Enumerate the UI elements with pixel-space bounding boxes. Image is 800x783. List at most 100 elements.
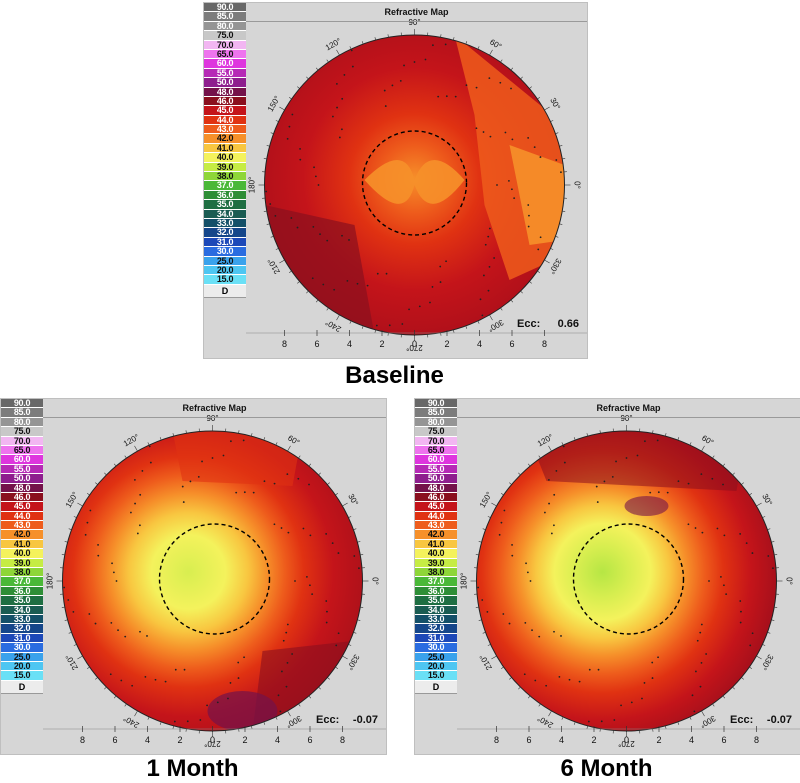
legend-swatch: 15.0 xyxy=(1,670,43,681)
measurement-point xyxy=(553,524,555,527)
measurement-point xyxy=(314,175,317,178)
angle-label: 0° xyxy=(784,577,793,585)
angle-label: 90° xyxy=(408,18,420,27)
degree-tick xyxy=(297,281,300,284)
angle-label: 330° xyxy=(547,257,563,276)
angle-label: 30° xyxy=(346,492,360,507)
legend-swatch: 90.0 xyxy=(1,399,43,409)
measurement-point xyxy=(403,64,405,67)
measurement-point xyxy=(229,682,232,684)
legend-swatch: 20.0 xyxy=(415,661,457,672)
measurement-point xyxy=(331,542,334,545)
degree-tick xyxy=(767,632,771,634)
degree-tick xyxy=(762,516,766,518)
degree-tick xyxy=(64,541,68,543)
degree-tick xyxy=(326,307,329,311)
angle-label: 120° xyxy=(536,432,555,448)
measurement-point xyxy=(227,697,229,700)
measurement-point xyxy=(335,644,338,647)
legend-swatch: 43.0 xyxy=(415,520,457,531)
measurement-point xyxy=(110,622,113,624)
angle-label: 240° xyxy=(536,714,555,730)
degree-tick xyxy=(86,666,90,670)
measurement-point xyxy=(701,531,704,534)
degree-tick xyxy=(573,721,576,725)
measurement-point xyxy=(337,632,340,635)
measurement-point xyxy=(739,621,742,624)
measurement-point xyxy=(280,670,283,673)
legend-swatch: 70.0 xyxy=(415,436,457,446)
measurement-point xyxy=(481,314,484,317)
measurement-point xyxy=(130,511,132,514)
measurement-point xyxy=(555,470,558,472)
degree-tick xyxy=(482,632,486,634)
map-title: Refractive Map xyxy=(457,399,800,418)
degree-tick xyxy=(465,325,468,329)
axis-tick-label: 2 xyxy=(656,735,661,745)
degree-tick xyxy=(518,686,521,690)
degree-tick xyxy=(326,59,329,63)
measurement-point xyxy=(311,593,314,596)
measurement-point xyxy=(544,511,546,514)
measurement-point xyxy=(488,77,491,80)
degree-tick xyxy=(298,703,301,707)
color-scale-legend: 90.0 85.0 80.0 75.0 70.0 65.0 60.0 55.0 50.0 48.0… xyxy=(204,3,246,298)
axis-tick-label: 6 xyxy=(509,339,514,349)
axis-tick-label: 2 xyxy=(242,735,247,745)
degree-tick xyxy=(73,516,77,518)
measurement-point xyxy=(299,148,301,150)
degree-tick xyxy=(465,41,468,45)
degree-tick xyxy=(73,644,77,646)
measurement-point xyxy=(351,65,354,68)
measurement-point xyxy=(154,678,157,681)
measurement-point xyxy=(528,214,530,217)
degree-tick xyxy=(298,455,301,459)
degree-tick xyxy=(561,716,564,720)
degree-tick xyxy=(701,710,705,717)
measurement-point xyxy=(613,719,616,721)
degree-tick xyxy=(722,695,726,699)
measurement-point xyxy=(356,282,359,285)
degree-tick xyxy=(440,34,442,38)
legend-swatch: 90.0 xyxy=(204,3,246,13)
measurement-point xyxy=(560,635,562,637)
measurement-point xyxy=(134,502,136,505)
measurement-point xyxy=(274,214,277,217)
measurement-point xyxy=(510,87,512,90)
measurement-point xyxy=(511,554,514,557)
legend-swatch: 38.0 xyxy=(415,567,457,578)
measurement-point xyxy=(694,670,697,673)
axis-tick-label: 2 xyxy=(591,735,596,745)
measurement-point xyxy=(751,552,754,554)
ecc-value: -0.07 xyxy=(767,714,792,726)
measurement-point xyxy=(482,131,485,133)
measurement-point xyxy=(620,704,622,707)
measurement-point xyxy=(311,277,314,280)
measurement-point xyxy=(325,600,328,602)
degree-tick xyxy=(520,290,523,294)
flat-zone xyxy=(509,145,565,245)
legend-swatch: 25.0 xyxy=(204,256,246,266)
measurement-point xyxy=(641,697,643,700)
angle-label: 330° xyxy=(345,653,361,672)
measurement-point xyxy=(326,239,329,242)
measurement-point xyxy=(287,531,290,534)
measurement-point xyxy=(699,631,702,634)
measurement-points xyxy=(477,439,774,723)
degree-tick xyxy=(741,482,744,485)
caption-baseline: Baseline xyxy=(345,362,444,389)
degree-tick xyxy=(559,145,563,147)
degree-tick xyxy=(453,37,455,41)
measurement-point xyxy=(539,156,542,158)
degree-tick xyxy=(275,120,279,122)
ecc-label: Ecc: xyxy=(316,714,339,726)
refractive-map-6-month: 90° 60° 30° 0° 330° 300° 270° 240° 210° 180° 150° 1… xyxy=(457,414,800,748)
axis-tick-label: 8 xyxy=(80,735,85,745)
degree-tick xyxy=(562,210,566,212)
degree-tick xyxy=(297,86,300,89)
measurement-point xyxy=(511,138,514,141)
legend-swatch: 42.0 xyxy=(415,530,457,540)
measurement-point xyxy=(230,440,232,443)
measurement-point xyxy=(477,586,480,589)
measurement-point xyxy=(313,166,315,169)
